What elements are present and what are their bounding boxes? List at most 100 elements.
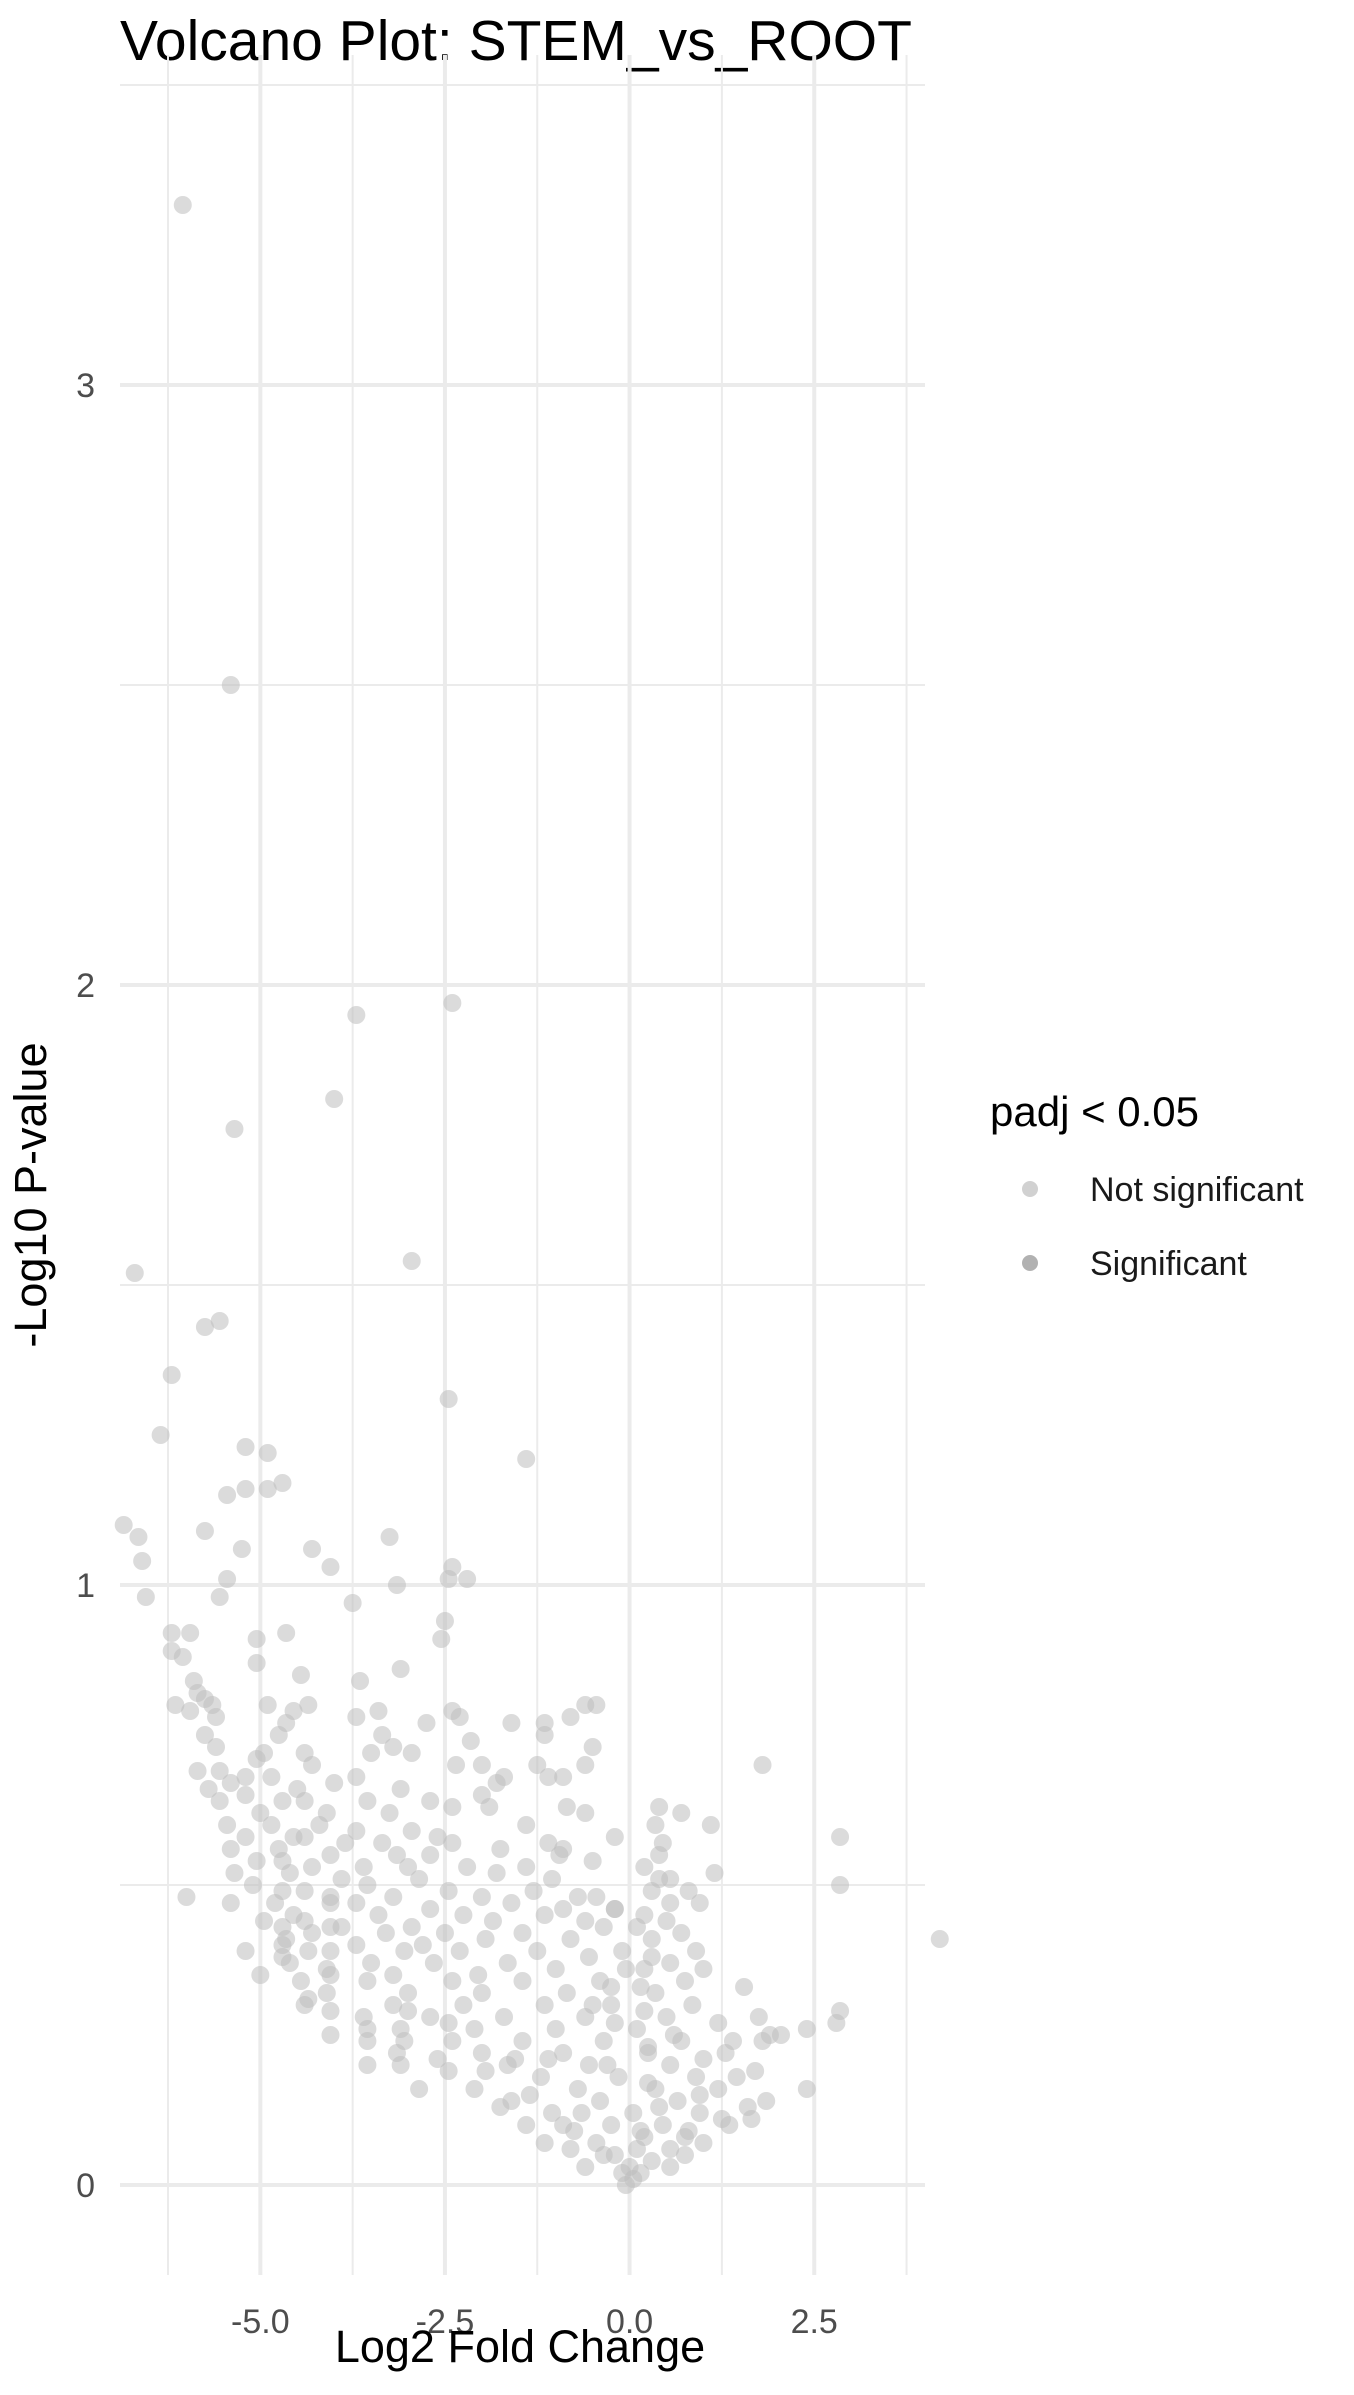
data-point [391, 1780, 410, 1798]
data-point [487, 1864, 506, 1882]
data-point [428, 2050, 447, 2068]
data-point [520, 2086, 539, 2104]
legend-title: padj < 0.05 [990, 1088, 1199, 1135]
x-tick-label: 0.0 [606, 2303, 653, 2341]
data-point [443, 1798, 462, 1816]
data-point [273, 1792, 292, 1810]
data-point [358, 2056, 377, 2074]
data-point [321, 1942, 340, 1960]
data-point [255, 1912, 274, 1930]
data-point [535, 1906, 554, 1924]
data-point [321, 1918, 340, 1936]
data-point [583, 1852, 602, 1870]
data-point [358, 1972, 377, 1990]
data-point [387, 1846, 406, 1864]
data-point [380, 1804, 399, 1822]
data-point [221, 1774, 240, 1792]
data-point [373, 1726, 392, 1744]
data-point [432, 1630, 451, 1648]
data-point [273, 1852, 292, 1870]
data-point [277, 1624, 296, 1642]
data-point [639, 2038, 658, 2056]
data-point [447, 1756, 466, 1774]
data-point [225, 1120, 244, 1138]
chart-title: Volcano Plot: STEM_vs_ROOT [120, 9, 912, 73]
data-point [428, 1828, 447, 1846]
data-point [351, 1672, 370, 1690]
data-point [491, 2098, 510, 2116]
data-point [550, 1846, 569, 1864]
data-point [653, 2116, 672, 2134]
data-point [210, 1792, 229, 1810]
data-point [166, 1696, 185, 1714]
data-point [602, 1978, 621, 1996]
data-point [517, 1858, 536, 1876]
data-point [435, 1612, 454, 1630]
data-point [210, 1312, 229, 1330]
data-point [410, 2080, 429, 2098]
data-point [347, 1006, 366, 1024]
data-point [709, 2014, 728, 2032]
data-point [535, 1996, 554, 2014]
data-point [181, 1702, 200, 1720]
data-point [594, 2032, 613, 2050]
data-point [384, 1738, 403, 1756]
data-point [247, 1852, 266, 1870]
data-point [362, 1744, 381, 1762]
data-point [506, 2050, 525, 2068]
data-point [735, 1978, 754, 1996]
data-point [605, 1828, 624, 1846]
data-point [295, 1792, 314, 1810]
data-point [568, 1888, 587, 1906]
data-point [753, 1756, 772, 1774]
data-point [243, 1876, 262, 1894]
data-point [465, 2020, 484, 2038]
data-point [609, 2068, 628, 2086]
data-point [650, 1846, 669, 1864]
data-point [668, 2092, 687, 2110]
data-point [236, 1438, 255, 1456]
data-point [576, 1912, 595, 1930]
data-point [395, 1942, 414, 1960]
data-point [210, 1762, 229, 1780]
data-point [358, 2020, 377, 2038]
data-point [554, 1900, 573, 1918]
data-point [554, 2116, 573, 2134]
legend: padj < 0.05 Not significant Significant [990, 1088, 1304, 1283]
data-point [439, 2014, 458, 2032]
data-point [247, 1630, 266, 1648]
data-point [295, 1882, 314, 1900]
data-point [561, 1930, 580, 1948]
data-point [373, 1834, 392, 1852]
data-point [472, 1984, 491, 2002]
data-point [539, 1768, 558, 1786]
data-point [207, 1738, 226, 1756]
data-point [258, 1696, 277, 1714]
data-point [546, 1960, 565, 1978]
y-tick-label: 3 [76, 367, 95, 405]
data-point [273, 1918, 292, 1936]
data-point [587, 1696, 606, 1714]
data-point [528, 1942, 547, 1960]
y-axis-ticks: 0 1 2 3 [76, 367, 95, 2205]
data-point [539, 2050, 558, 2068]
data-point [742, 2110, 761, 2128]
data-point [631, 1978, 650, 1996]
data-point [579, 2056, 598, 2074]
data-point [487, 1774, 506, 1792]
data-point [347, 1936, 366, 1954]
y-tick-label: 0 [76, 2167, 95, 2205]
data-point [797, 2020, 816, 2038]
data-point [690, 1894, 709, 1912]
legend-key-not-significant [1022, 1181, 1038, 1197]
data-point [332, 1870, 351, 1888]
data-point [129, 1528, 148, 1546]
data-point [421, 1846, 440, 1864]
data-point [661, 2158, 680, 2176]
data-point [591, 2092, 610, 2110]
data-point [749, 2008, 768, 2026]
data-point [317, 1984, 336, 2002]
data-point [343, 1594, 362, 1612]
data-point [181, 1624, 200, 1642]
data-point [295, 1828, 314, 1846]
